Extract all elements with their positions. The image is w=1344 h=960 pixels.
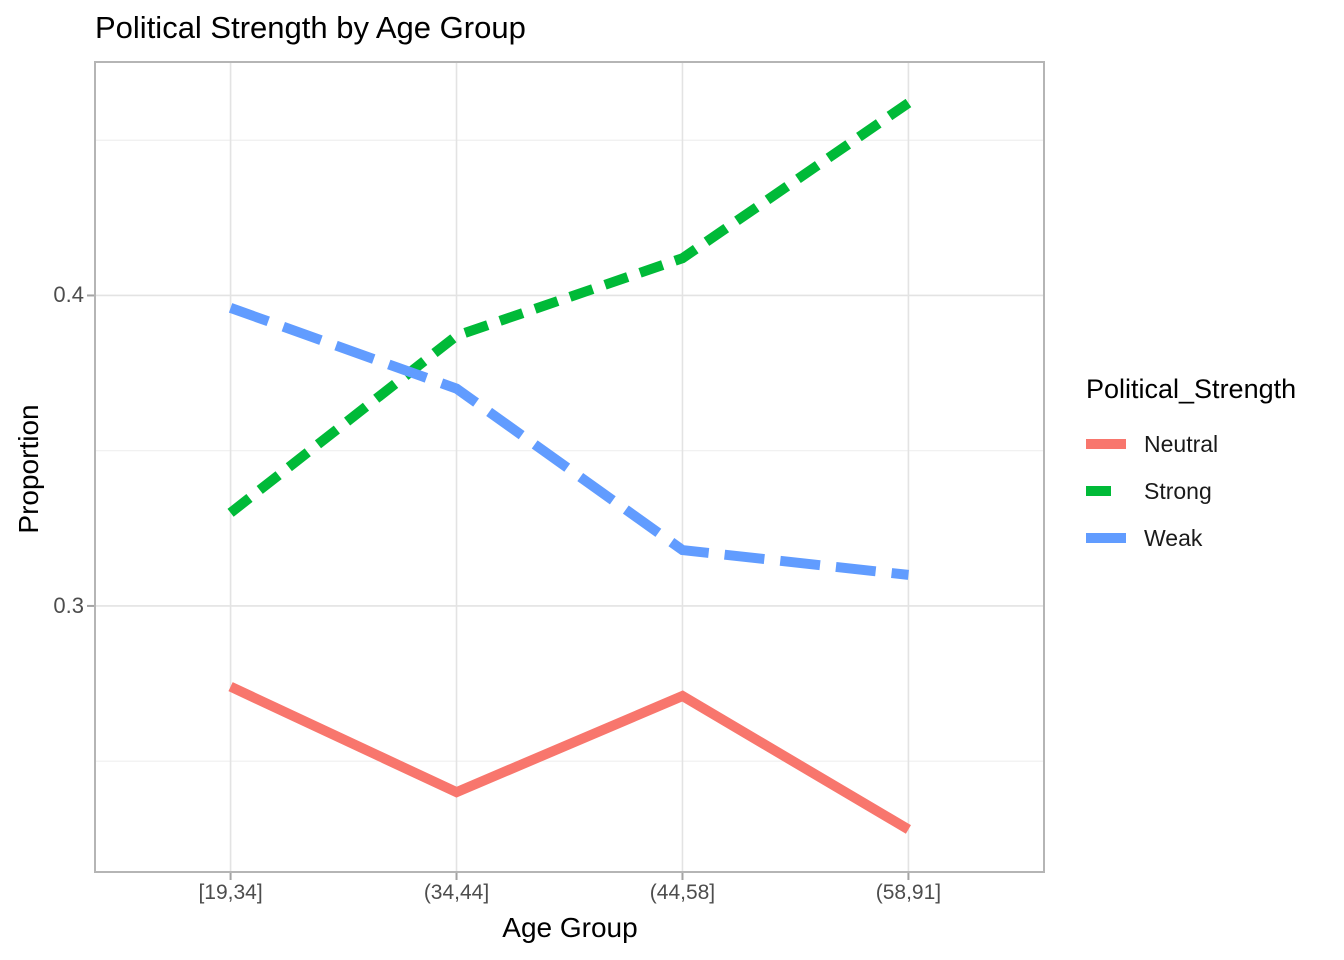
panel-border	[94, 61, 1045, 873]
y-tick-label: 0.3	[53, 592, 84, 618]
x-tick-label: [19,34]	[198, 881, 263, 904]
legend-label: Neutral	[1144, 430, 1219, 457]
legend-key-strong	[1086, 476, 1126, 506]
legend-label: Weak	[1144, 524, 1203, 551]
legend-key-weak	[1086, 523, 1126, 553]
legend: Political_Strength Neutral Strong Weak	[1086, 374, 1296, 570]
x-tick-label: (58,91]	[875, 881, 942, 904]
series-line-neutral	[228, 682, 911, 834]
legend-entry-strong: Strong	[1086, 476, 1296, 506]
y-axis-title: Proportion	[13, 404, 44, 534]
legend-title: Political_Strength	[1086, 374, 1297, 404]
x-axis-title: Age Group	[502, 912, 638, 943]
legend-key-neutral	[1086, 429, 1126, 459]
x-tick-label: (34,44]	[423, 881, 490, 904]
legend-swatch-dashed	[1086, 486, 1111, 496]
legend-swatch-solid	[1086, 439, 1126, 449]
legend-swatch-longdash	[1086, 533, 1126, 543]
series-line-weak	[228, 303, 909, 580]
legend-entry-neutral: Neutral	[1086, 429, 1296, 459]
y-tick-label: 0.4	[53, 282, 84, 308]
panel-background	[95, 62, 1044, 872]
x-tick-label: (44,58]	[649, 881, 716, 904]
legend-label: Strong	[1144, 477, 1212, 504]
legend-entry-weak: Weak	[1086, 523, 1296, 553]
legend-entries: Neutral Strong Weak	[1086, 429, 1296, 553]
plot-title: Political Strength by Age Group	[95, 10, 526, 45]
